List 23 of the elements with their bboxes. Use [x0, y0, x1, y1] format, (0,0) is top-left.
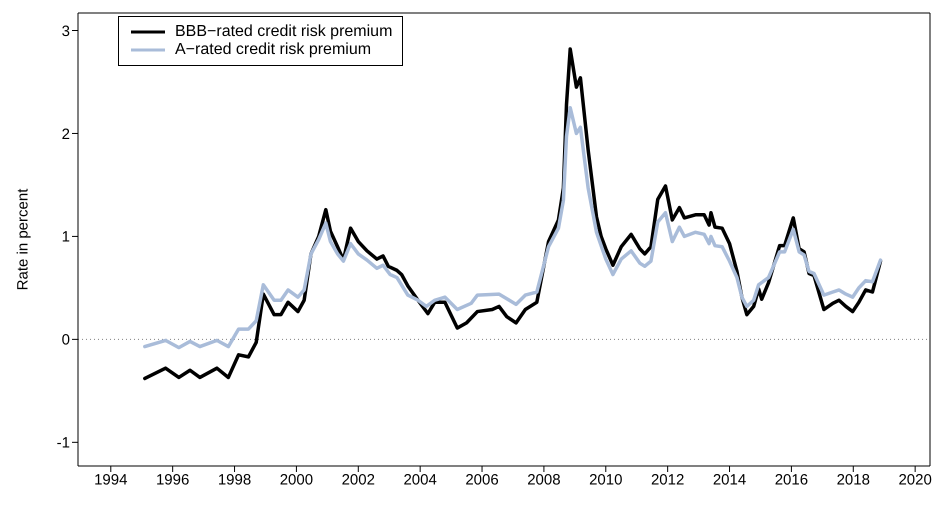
x-tick-label: 2010 [589, 472, 622, 489]
line-series [143, 106, 882, 350]
legend-label: BBB−rated credit risk premium [175, 23, 392, 41]
y-tick-label: 0 [62, 332, 70, 349]
x-tick-label: 2002 [342, 472, 375, 489]
x-tick-label: 2006 [465, 472, 499, 489]
y-tick-label: 3 [62, 22, 70, 40]
x-tick-label: 2014 [712, 472, 746, 489]
x-tick-label: 1996 [156, 472, 190, 489]
x-tick-label: 2008 [527, 472, 561, 489]
y-tick-label: 2 [62, 126, 70, 143]
y-axis-title: Rate in percent [14, 188, 32, 290]
legend-label: A−rated credit risk premium [175, 41, 372, 59]
x-tick-label: 2012 [650, 472, 684, 489]
x-tick-label: 2016 [774, 472, 808, 489]
y-tick-label: -1 [56, 434, 70, 452]
x-tick-label: 1994 [94, 472, 128, 489]
x-tick-label: 2018 [836, 472, 870, 489]
x-tick-label: 2000 [280, 472, 314, 489]
y-tick-label: 1 [62, 228, 70, 246]
x-tick-label: 2004 [403, 472, 437, 489]
x-tick-label: 1998 [218, 472, 252, 489]
x-tick-label: 2020 [898, 472, 932, 489]
